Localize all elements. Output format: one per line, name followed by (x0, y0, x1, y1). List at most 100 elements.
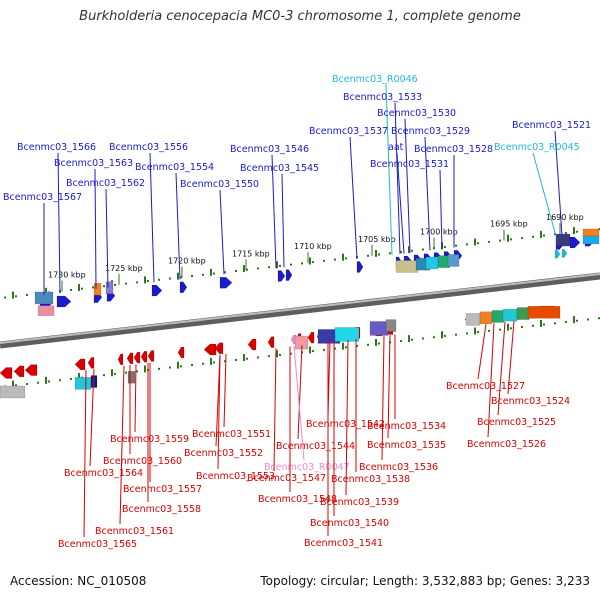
forward-gene-arrow (56, 295, 72, 308)
lower-leader-line (217, 354, 221, 470)
lower-leader-line (134, 364, 137, 433)
upper-gene-label: Bcenmc03_1563 (54, 158, 133, 169)
lower-scale-dot (411, 338, 413, 341)
lower-scale-dot (576, 319, 578, 322)
upper-scale-dot (235, 269, 237, 272)
lower-gene-label: Bcenmc03_1565 (58, 539, 137, 550)
upper-scale-dot (136, 281, 138, 284)
upper-scale-dot (466, 243, 468, 246)
lower-leader-line (387, 335, 391, 439)
lower-gene-label: Bcenmc03_1540 (310, 518, 389, 529)
lower-scale-dot (169, 366, 171, 369)
map-title: Burkholderia cenocepacia MC0-3 chromosom… (79, 9, 521, 24)
lower-scale-dot (15, 384, 17, 387)
upper-leader-line (532, 152, 557, 237)
lower-scale-dot (378, 342, 380, 345)
upper-scale-tick (309, 257, 311, 265)
upper-leader-line (281, 173, 285, 268)
upper-scale-dot (477, 242, 479, 245)
upper-scale-dot (191, 275, 193, 278)
lower-gene-label: Bcenmc03_1524 (491, 396, 570, 407)
upper-scale-dot (367, 254, 369, 257)
accession-text: Accession: NC_010508 (10, 574, 147, 588)
lower-scale-dot (367, 343, 369, 346)
upper-scale-dot (213, 272, 215, 275)
lower-gene-label: Bcenmc03_1558 (122, 504, 201, 515)
lower-scale-dot (598, 317, 600, 320)
upper-leader-line (94, 168, 97, 289)
reverse-gene-arrow (13, 365, 25, 378)
lower-scale-dot (257, 356, 259, 359)
lower-scale-dot (587, 318, 589, 321)
feature-block (0, 385, 26, 399)
lower-scale-dot (433, 336, 435, 339)
forward-gene-arrow (151, 284, 163, 297)
upper-scale-tick (408, 246, 410, 254)
lower-scale-dot (136, 370, 138, 373)
scale-tick-label: 1730 kbp (48, 270, 86, 279)
lower-scale-tick (45, 376, 47, 384)
upper-gene-label: Bcenmc03_1530 (377, 108, 456, 119)
lower-gene-label: Bcenmc03_1557 (123, 484, 202, 495)
lower-scale-dot (356, 345, 358, 348)
feature-block (93, 282, 102, 296)
genome-backbone-highlight (0, 273, 600, 344)
upper-scale-dot (224, 271, 226, 274)
reverse-gene-arrow (267, 336, 275, 348)
reverse-gene-arrow (133, 351, 141, 364)
reverse-gene-arrow (74, 358, 86, 371)
lower-scale-dot (444, 334, 446, 337)
upper-scale-dot (125, 282, 127, 285)
upper-gene-label: Bcenmc03_1528 (414, 144, 493, 155)
lower-leader-line (487, 323, 495, 438)
upper-scale-dot (4, 296, 6, 299)
upper-scale-dot (257, 267, 259, 270)
scale-tick-label: 1725 kbp (105, 264, 143, 273)
lower-scale-dot (59, 379, 61, 382)
lower-scale-dot (235, 358, 237, 361)
upper-gene-label: Bcenmc03_1531 (370, 159, 449, 170)
lower-scale-tick (474, 327, 476, 335)
feature-block (516, 307, 530, 320)
lower-leader-line (119, 365, 125, 525)
lower-leader-line (381, 335, 385, 461)
feature-block (37, 305, 55, 316)
upper-leader-line (404, 118, 411, 253)
lower-scale-dot (37, 381, 39, 384)
upper-scale-tick (177, 272, 179, 280)
lower-scale-dot (312, 350, 314, 353)
reverse-gene-arrow (307, 331, 315, 344)
lower-gene-label: Bcenmc03_1542 (306, 419, 385, 430)
upper-scale-dot (114, 283, 116, 286)
lower-scale-dot (466, 332, 468, 335)
upper-gene-label: Bcenmc03_R0045 (494, 142, 580, 153)
lower-scale-dot (26, 383, 28, 386)
lower-scale-tick (12, 380, 14, 388)
upper-scale-dot (268, 266, 270, 269)
upper-scale-tick (540, 230, 542, 238)
feature-block (491, 310, 505, 323)
upper-leader-line (424, 136, 431, 251)
upper-scale-dot (488, 240, 490, 243)
lower-scale-tick (276, 350, 278, 358)
reverse-gene-arrow (0, 367, 13, 379)
upper-scale-dot (103, 285, 105, 288)
upper-scale-dot (279, 264, 281, 267)
lower-scale-tick (408, 335, 410, 343)
feature-block (425, 256, 439, 270)
rna-gene-arrow (554, 249, 561, 259)
lower-gene-label: Bcenmc03_1536 (359, 462, 438, 473)
upper-leader-line (554, 130, 563, 236)
forward-gene-arrow (219, 276, 233, 289)
feature-block (479, 311, 493, 325)
feature-block (555, 233, 571, 247)
upper-leader-line (105, 188, 109, 288)
lower-scale-tick (210, 357, 212, 365)
feature-block (74, 377, 92, 390)
upper-scale-dot (81, 287, 83, 290)
upper-gene-label: Bcenmc03_1546 (230, 144, 309, 155)
lower-gene-label: Bcenmc03_R0047 (264, 462, 350, 473)
feature-block (127, 371, 136, 384)
upper-scale-dot (521, 237, 523, 240)
